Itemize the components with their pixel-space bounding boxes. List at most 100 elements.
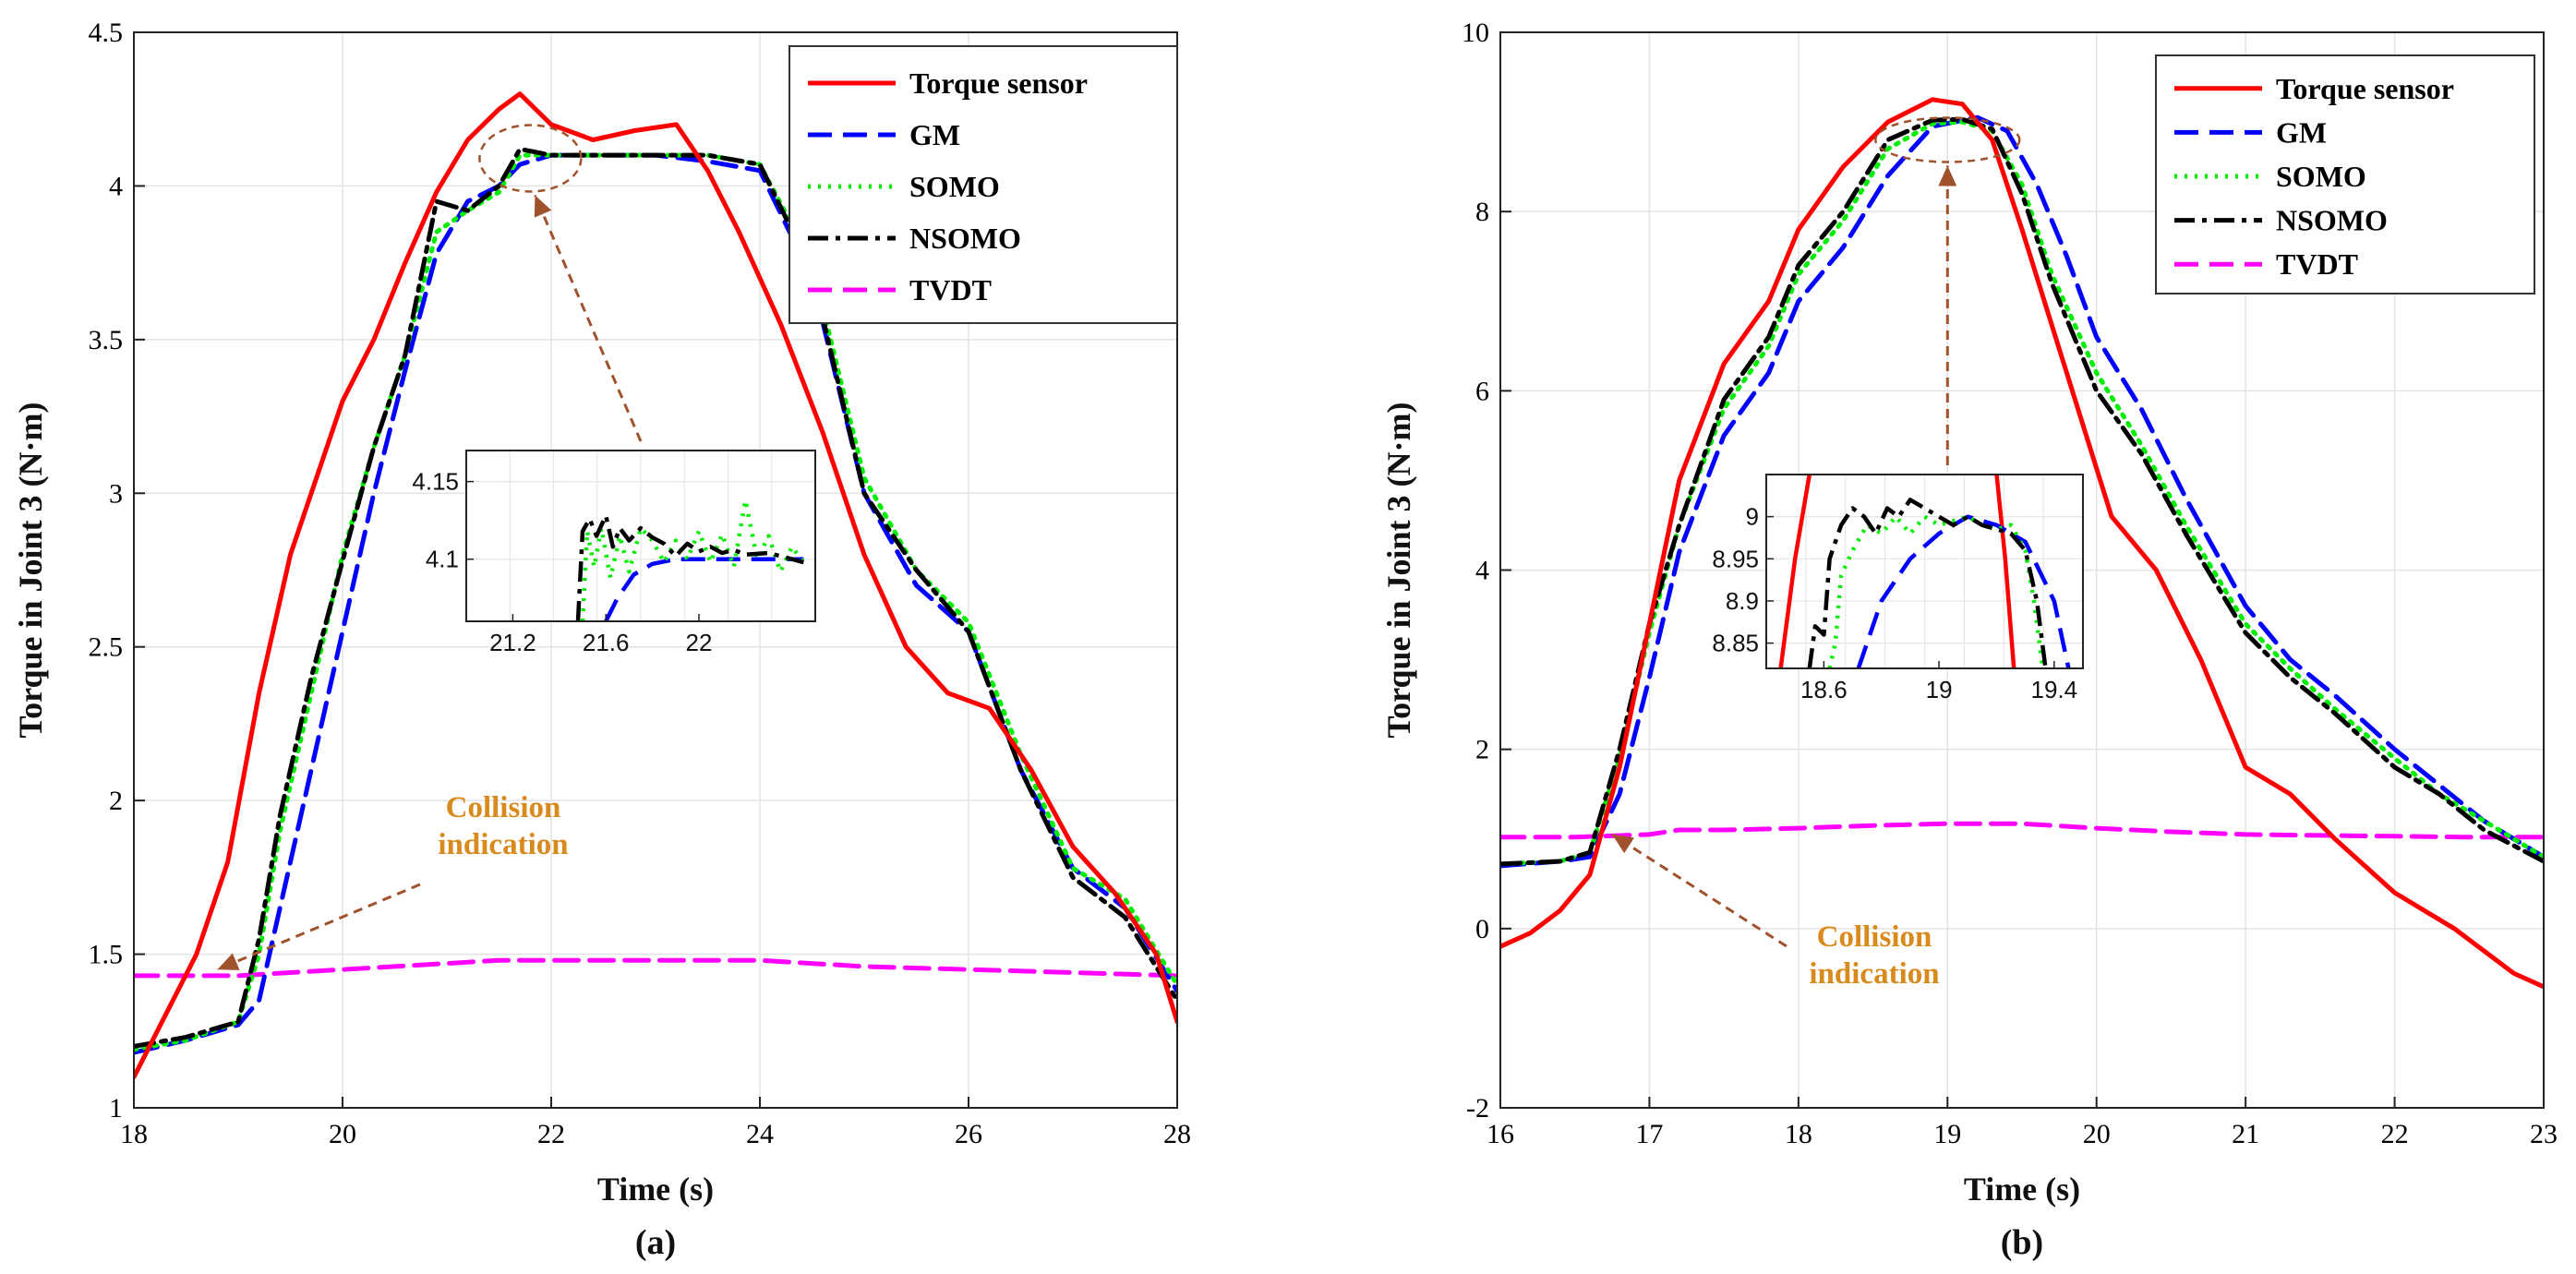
y-tick-label: 10 [1462, 18, 1489, 48]
series-line-tvdt [1500, 821, 2544, 840]
y-tick-label: 8 [1475, 197, 1489, 227]
y-tick-label: 6 [1475, 376, 1489, 406]
series-line-torque-sensor [134, 91, 1177, 1080]
legend-label-somo: SOMO [909, 170, 1000, 203]
y-tick-label: -2 [1466, 1093, 1489, 1124]
series-line-nsomo [134, 147, 1177, 1049]
zoom-arrow-line [534, 194, 643, 442]
collision-annotation: Collision indication [438, 791, 568, 861]
legend-box [2155, 54, 2535, 294]
legend-label-gm: GM [909, 118, 960, 151]
y-tick-label: 4 [1475, 556, 1489, 586]
inset-y-tick-label: 9 [1746, 503, 1759, 531]
inset-y-tick-label: 8.85 [1712, 630, 1759, 657]
collision-arrow-line [216, 883, 421, 971]
x-tick-label: 17 [1635, 1119, 1663, 1149]
y-tick-label: 2 [1475, 735, 1489, 765]
zoom-arrow-head [1938, 165, 1957, 186]
legend-label-torque-sensor: Torque sensor [2276, 72, 2454, 105]
inset-series-line-gm [1856, 514, 2071, 668]
y-axis-label: Torque in Joint 3 (N·m) [1380, 402, 1417, 738]
legend: Torque sensor GM SOMO NSOMO TVDT [2155, 54, 2535, 294]
x-tick-label: 20 [2083, 1119, 2111, 1149]
x-tick-label: 28 [1163, 1119, 1191, 1149]
inset-series-group [575, 498, 806, 621]
series-group [1500, 97, 2544, 990]
x-tick-label: 18 [1785, 1119, 1812, 1149]
inset-series-line-gm [604, 557, 804, 621]
y-tick-label: 3 [109, 478, 123, 509]
inset-frame [465, 450, 816, 622]
legend-box [788, 45, 1178, 324]
inset-y-tick-label: 4.15 [412, 468, 459, 496]
collision-annotation: Collision indication [1809, 920, 1939, 991]
y-tick-label: 4.5 [89, 18, 124, 48]
x-tick-label: 26 [955, 1119, 982, 1149]
chart-panel-a: 18 20 22 24 26 28 1 1.5 2 2.5 3 3.5 4 4.5 Time (s) Torq… [12, 18, 1191, 1262]
series-line-gm [1500, 114, 2544, 869]
zoom-ellipse [478, 124, 583, 193]
x-tick-label: 18 [120, 1119, 148, 1149]
x-tick-label: 24 [746, 1119, 774, 1149]
x-tick-label: 22 [537, 1119, 565, 1149]
series-line-gm [134, 152, 1177, 1055]
x-tick-label: 23 [2530, 1119, 2558, 1149]
inset-x-tick-label: 21.2 [489, 629, 536, 656]
collision-annotation-line: indication [1809, 957, 1939, 991]
inset-y-tick-label: 8.95 [1712, 545, 1759, 572]
inset-plot: 21.2 21.6 22 4.1 4.15 [412, 450, 816, 656]
inset-y-tick-label: 4.1 [426, 546, 459, 573]
series-line-torque-sensor [1500, 97, 2544, 990]
x-tick-label: 21 [2232, 1119, 2259, 1149]
x-axis-label: Time (s) [1964, 1171, 2080, 1208]
collision-annotation-line: Collision [446, 791, 561, 824]
collision-annotation-line: indication [438, 828, 568, 861]
y-axis-label: Torque in Joint 3 (N·m) [12, 402, 49, 738]
inset-series-group [1778, 475, 2071, 668]
y-tick-label: 2 [109, 786, 123, 816]
series-line-tvdt [134, 957, 1177, 979]
inset-frame [1765, 474, 2084, 669]
inset-series-line-nsomo [1807, 498, 2048, 668]
legend-label-nsomo: NSOMO [2276, 204, 2388, 237]
y-tick-label: 1.5 [89, 940, 124, 970]
legend-label-gm: GM [2276, 115, 2327, 149]
collision-arrow-head [1612, 834, 1634, 854]
inset-x-tick-label: 21.6 [583, 629, 630, 656]
zoom-ellipse [1874, 116, 2021, 163]
legend-label-torque-sensor: Torque sensor [909, 66, 1088, 100]
y-tick-label: 4 [109, 171, 123, 201]
collision-arrow-line [1611, 833, 1788, 948]
y-tick-label: 2.5 [89, 632, 124, 663]
chart-panel-b: 16 17 18 19 20 21 22 23 -2 0 2 4 6 8 10 Time (s) Torque … [1380, 18, 2558, 1262]
y-tick-label: 1 [109, 1093, 123, 1124]
inset-x-tick-label: 19.4 [2031, 676, 2078, 703]
inset-series-line-nsomo [575, 513, 804, 621]
inset-series-line-torque-sensor [1994, 475, 2016, 668]
legend-label-nsomo: NSOMO [909, 222, 1021, 255]
series-line-somo [134, 152, 1177, 1052]
x-tick-label: 16 [1487, 1119, 1514, 1149]
legend-label-tvdt: TVDT [909, 273, 992, 306]
legend-label-somo: SOMO [2276, 160, 2366, 193]
inset-y-tick-label: 8.9 [1726, 587, 1759, 615]
legend: Torque sensor GM SOMO NSOMO TVDT [788, 45, 1178, 324]
collision-annotation-line: Collision [1817, 920, 1932, 954]
panel-caption: (a) [635, 1223, 676, 1262]
x-axis-label: Time (s) [597, 1171, 714, 1208]
zoom-arrow-head [534, 195, 552, 218]
axes-frame [133, 31, 1178, 1109]
y-tick-label: 3.5 [89, 325, 124, 355]
x-tick-label: 20 [329, 1119, 356, 1149]
x-tick-label: 19 [1933, 1119, 1961, 1149]
inset-series-line-torque-sensor [1778, 475, 1812, 668]
y-tick-label: 0 [1475, 914, 1489, 944]
inset-x-tick-label: 22 [686, 629, 713, 656]
series-group [134, 91, 1177, 1080]
x-tick-label: 22 [2381, 1119, 2409, 1149]
collision-arrow-head [217, 953, 240, 970]
legend-label-tvdt: TVDT [2276, 247, 2358, 281]
inset-x-tick-label: 19 [1926, 676, 1953, 703]
panel-caption: (b) [2001, 1223, 2043, 1262]
